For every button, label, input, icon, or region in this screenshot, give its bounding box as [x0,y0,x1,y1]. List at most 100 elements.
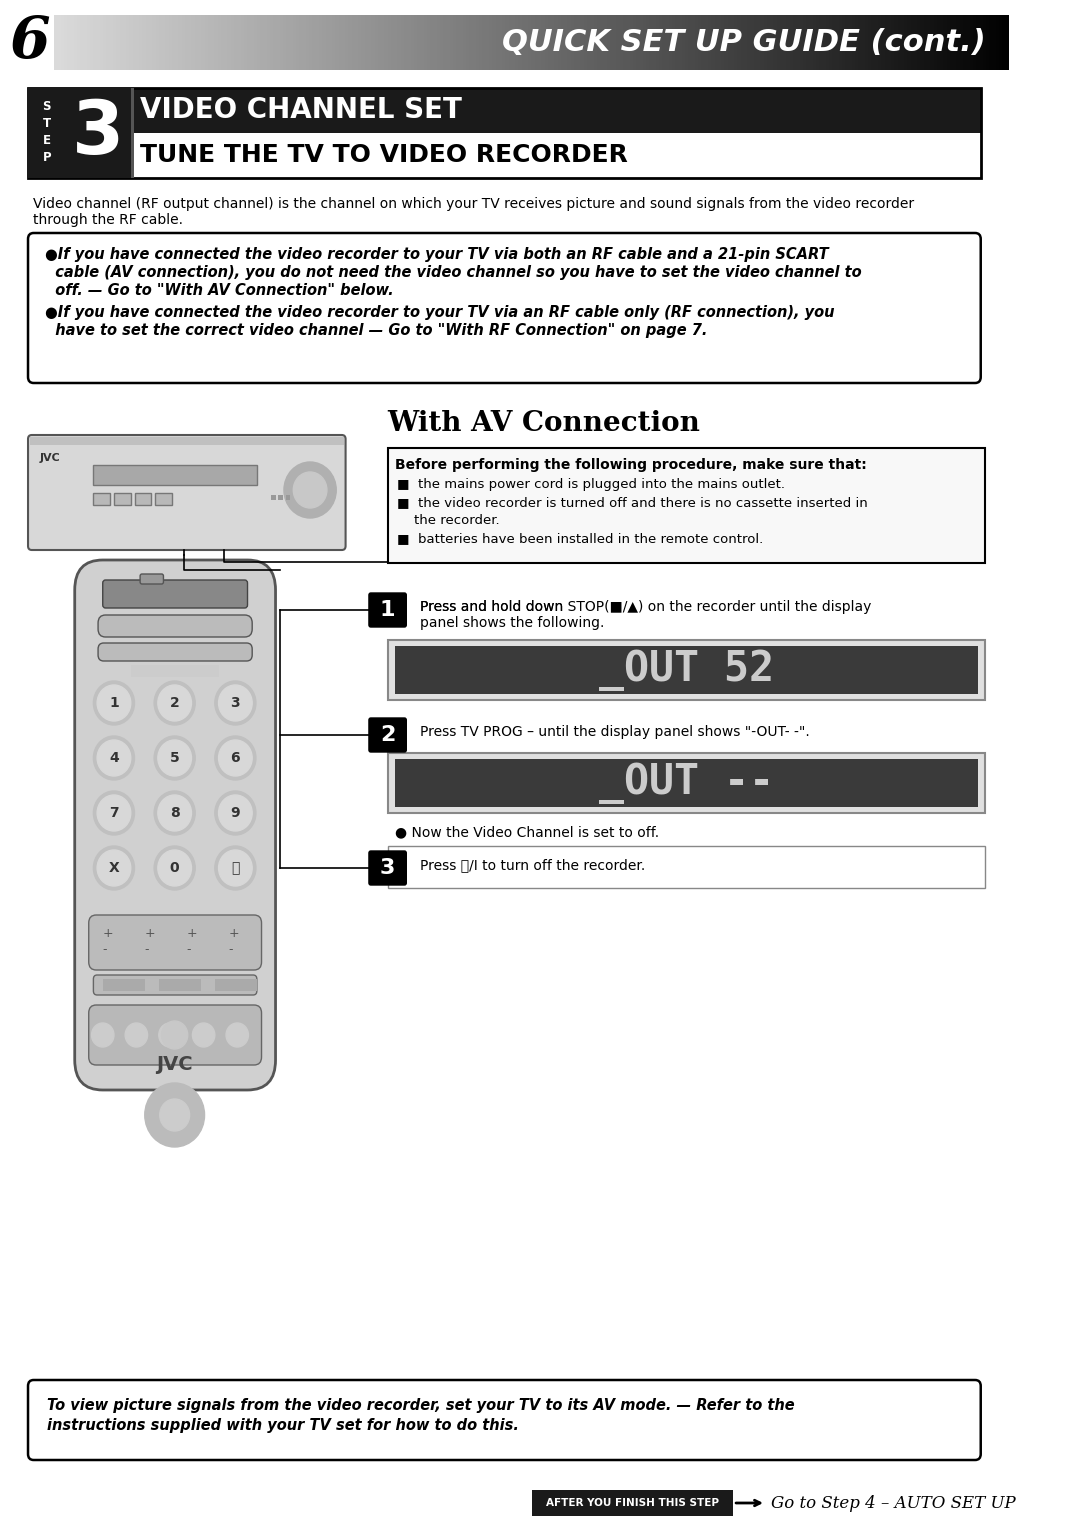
FancyBboxPatch shape [98,615,253,636]
Circle shape [93,790,135,835]
FancyBboxPatch shape [369,852,406,885]
Bar [604,15,607,70]
Bar [957,15,960,70]
Bar [93,465,257,485]
Bar [378,15,381,70]
Bar [86,15,90,70]
Circle shape [218,795,253,832]
Bar [254,15,257,70]
Bar [636,15,639,70]
Circle shape [92,1022,114,1047]
Circle shape [158,795,191,832]
Bar [152,15,156,70]
Text: 3: 3 [72,96,124,169]
Text: To view picture signals from the video recorder, set your TV to its AV mode. — R: To view picture signals from the video r… [46,1398,794,1413]
Bar [815,15,819,70]
Bar [839,15,842,70]
Bar [734,15,738,70]
Bar [35,15,38,70]
Text: Press ⏻/I to turn off the recorder.: Press ⏻/I to turn off the recorder. [420,858,646,871]
Bar [257,15,260,70]
Bar [339,15,342,70]
Bar [322,15,325,70]
Text: +: + [103,926,113,940]
Text: T: T [42,118,51,130]
Bar [131,89,134,179]
Bar [626,15,630,70]
Bar [777,15,780,70]
Bar [532,1489,733,1515]
Bar [868,15,872,70]
Bar [172,15,175,70]
Text: 2: 2 [170,696,179,710]
Bar [159,980,201,990]
Bar [538,15,541,70]
Bar [123,15,126,70]
Bar [678,15,681,70]
Text: _OUT 52: _OUT 52 [599,649,774,691]
Bar [355,15,359,70]
Text: cable (AV connection), you do not need the video channel so you have to set the : cable (AV connection), you do not need t… [45,266,862,279]
Text: With AV Connection: With AV Connection [388,410,701,436]
Bar [241,15,244,70]
Bar [198,15,201,70]
Text: -: - [145,943,149,955]
Text: Before performing the following procedure, make sure that:: Before performing the following procedur… [395,458,867,472]
Bar [28,133,981,179]
Bar [881,15,885,70]
Bar [41,15,44,70]
FancyBboxPatch shape [103,580,247,607]
Bar [594,15,597,70]
Text: +: + [145,926,156,940]
Bar [328,15,332,70]
Text: S: S [42,101,51,113]
Bar [381,15,384,70]
Bar [276,15,280,70]
Text: 2: 2 [380,725,395,745]
FancyBboxPatch shape [93,975,257,995]
Bar [260,15,264,70]
Text: -: - [103,943,107,955]
Bar [302,15,306,70]
Bar [712,15,715,70]
Bar [764,15,767,70]
Bar [993,15,996,70]
Circle shape [215,681,256,725]
Bar [28,89,66,179]
Text: -: - [229,943,233,955]
Bar [90,15,93,70]
Bar [388,752,985,813]
Circle shape [97,685,131,720]
Bar [185,15,188,70]
FancyBboxPatch shape [75,560,275,1090]
Bar [156,493,172,505]
Bar [947,15,950,70]
Bar [215,980,257,990]
Text: JVC: JVC [39,453,60,462]
Bar [499,15,502,70]
Bar [191,15,194,70]
Bar [286,494,291,501]
Bar [388,639,985,700]
Bar [554,15,557,70]
Bar [368,15,372,70]
Bar [983,15,986,70]
Bar [264,15,267,70]
Bar [486,15,489,70]
Bar [401,15,404,70]
Text: QUICK SET UP GUIDE (cont.): QUICK SET UP GUIDE (cont.) [501,27,985,56]
Bar [681,15,685,70]
Bar [201,15,204,70]
Bar [372,15,375,70]
Circle shape [154,736,195,780]
Bar [875,15,878,70]
Text: P: P [42,151,51,163]
Bar [698,15,701,70]
Bar [433,15,436,70]
Text: 5: 5 [170,751,179,765]
Bar [251,15,254,70]
Text: 6: 6 [230,751,240,765]
Bar [701,15,705,70]
Bar [309,15,312,70]
Bar [515,15,518,70]
